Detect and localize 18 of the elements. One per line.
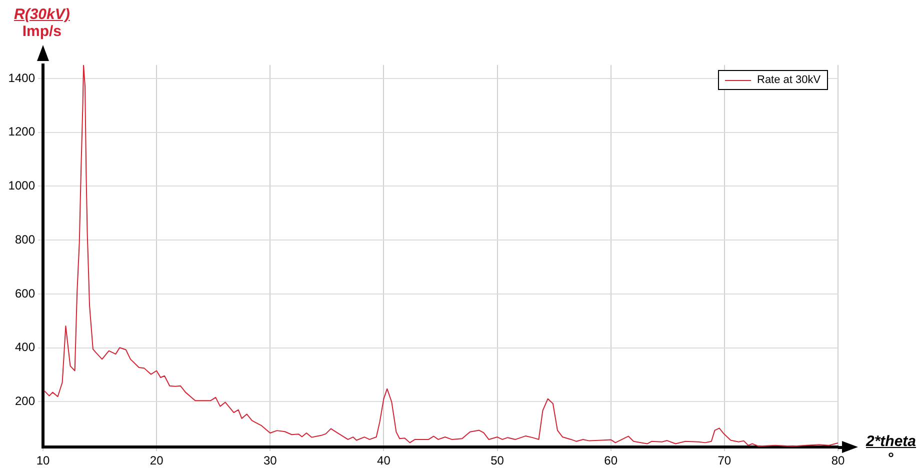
x-tick-label: 30 bbox=[263, 454, 278, 468]
x-tick-label: 70 bbox=[718, 454, 732, 468]
y-tick-label: 200 bbox=[14, 394, 36, 408]
y-tick-label: 1000 bbox=[8, 178, 36, 193]
x-axis-title: 2*theta ° bbox=[866, 433, 916, 467]
y-tick-label: 1200 bbox=[8, 124, 36, 139]
y-tick-label: 600 bbox=[14, 286, 36, 300]
x-tick-label: 80 bbox=[831, 454, 845, 468]
y-tick-label: 400 bbox=[14, 340, 36, 354]
x-tick-label: 10 bbox=[36, 454, 50, 468]
y-axis-title: R(30kV) Imp/s bbox=[14, 6, 70, 40]
y-tick-label: 1400 bbox=[8, 70, 36, 85]
x-tick-label: 50 bbox=[490, 454, 504, 468]
x-tick-label: 40 bbox=[377, 454, 391, 468]
x-tick-label: 20 bbox=[150, 454, 164, 468]
legend-label: Rate at 30kV bbox=[757, 74, 821, 86]
x-tick-label: 60 bbox=[604, 454, 618, 468]
y-tick-label: 800 bbox=[14, 232, 36, 246]
